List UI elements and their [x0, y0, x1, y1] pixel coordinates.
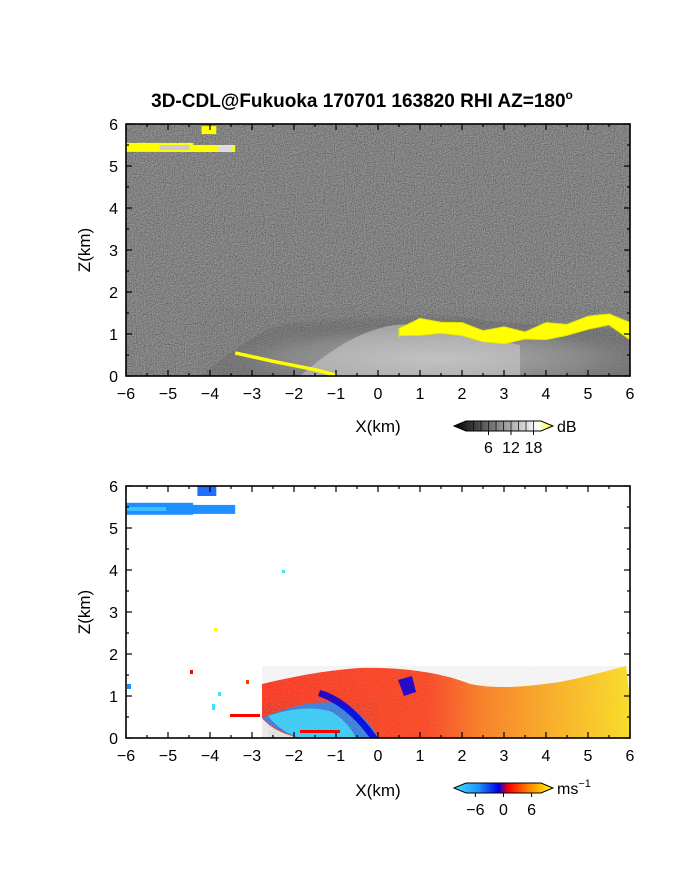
x-tick-label: 1 [416, 748, 425, 765]
x-axis-label: X(km) [355, 781, 400, 800]
x-tick-label: 2 [458, 386, 467, 403]
colorbar-tick-label: 0 [499, 802, 508, 819]
x-tick-label: 3 [500, 386, 509, 403]
y-tick-label: 2 [109, 285, 118, 302]
x-axis-label: X(km) [355, 417, 400, 436]
x-tick-label: −1 [327, 748, 345, 765]
velocity-panel: −6 −5 −4 −3 −2 −1 0 1 2 3 4 5 6 0 1 2 3 4 5 6 X(km) Z(km) −… [75, 479, 635, 819]
y-tick-label: 5 [109, 159, 118, 176]
colorbar-tick-label: 6 [484, 440, 493, 457]
colorbar-tick-label: 12 [502, 440, 520, 457]
x-tick-label: −1 [327, 386, 345, 403]
y-axis-label: Z(km) [75, 228, 94, 272]
y-tick-label: 2 [109, 647, 118, 664]
colorbar-unit: ms−1 [557, 778, 591, 798]
x-tick-label: −2 [285, 386, 303, 403]
axis-ticks: −6 −5 −4 −3 −2 −1 0 1 2 3 4 5 6 0 1 2 3 4 5 6 [109, 479, 634, 765]
x-tick-label: 1 [416, 386, 425, 403]
x-tick-label: 0 [374, 386, 383, 403]
x-tick-label: −6 [117, 748, 135, 765]
y-tick-label: 4 [109, 563, 118, 580]
backscatter-colorbar: 6 12 18 dB [452, 419, 577, 457]
y-tick-label: 1 [109, 327, 118, 344]
x-tick-label: −2 [285, 748, 303, 765]
ground-clutter-line [234, 351, 337, 376]
x-tick-label: 3 [500, 748, 509, 765]
x-tick-label: −3 [243, 386, 261, 403]
chart-title: 3D-CDL@Fukuoka 170701 163820 RHI AZ=180o [151, 88, 573, 112]
x-tick-label: 2 [458, 748, 467, 765]
velocity-colorbar: −6 0 6 ms−1 [452, 778, 591, 819]
y-tick-label: 5 [109, 521, 118, 538]
y-tick-label: 0 [109, 369, 118, 386]
x-tick-label: −5 [159, 386, 177, 403]
y-tick-label: 6 [109, 117, 118, 134]
y-tick-label: 3 [109, 243, 118, 260]
cloud-base-layer [398, 313, 630, 345]
x-tick-label: −4 [201, 386, 219, 403]
y-tick-label: 3 [109, 605, 118, 622]
y-axis-label: Z(km) [75, 590, 94, 634]
upper-cloud-velocity [126, 486, 236, 515]
x-tick-label: −4 [201, 748, 219, 765]
x-tick-label: 4 [542, 748, 551, 765]
x-tick-label: −3 [243, 748, 261, 765]
y-tick-label: 0 [109, 731, 118, 748]
y-tick-label: 6 [109, 479, 118, 496]
upper-cloud-layer [126, 126, 236, 152]
x-tick-label: 5 [584, 386, 593, 403]
colorbar-tick-label: 18 [525, 440, 543, 457]
x-tick-label: −6 [117, 386, 135, 403]
axis-ticks: −6 −5 −4 −3 −2 −1 0 1 2 3 4 5 6 0 1 2 3 4 5 6 [109, 117, 634, 403]
x-tick-label: 0 [374, 748, 383, 765]
backscatter-heatmap [126, 124, 630, 376]
colorbar-tick-label: 6 [527, 802, 536, 819]
y-tick-label: 1 [109, 689, 118, 706]
colorbar-unit: dB [557, 419, 577, 436]
x-tick-label: 6 [626, 386, 635, 403]
colorbar-tick-label: −6 [466, 802, 484, 819]
x-tick-label: 4 [542, 386, 551, 403]
x-tick-label: −5 [159, 748, 177, 765]
x-tick-label: 5 [584, 748, 593, 765]
x-tick-label: 6 [626, 748, 635, 765]
y-tick-label: 4 [109, 201, 118, 218]
velocity-heatmap [126, 486, 630, 738]
